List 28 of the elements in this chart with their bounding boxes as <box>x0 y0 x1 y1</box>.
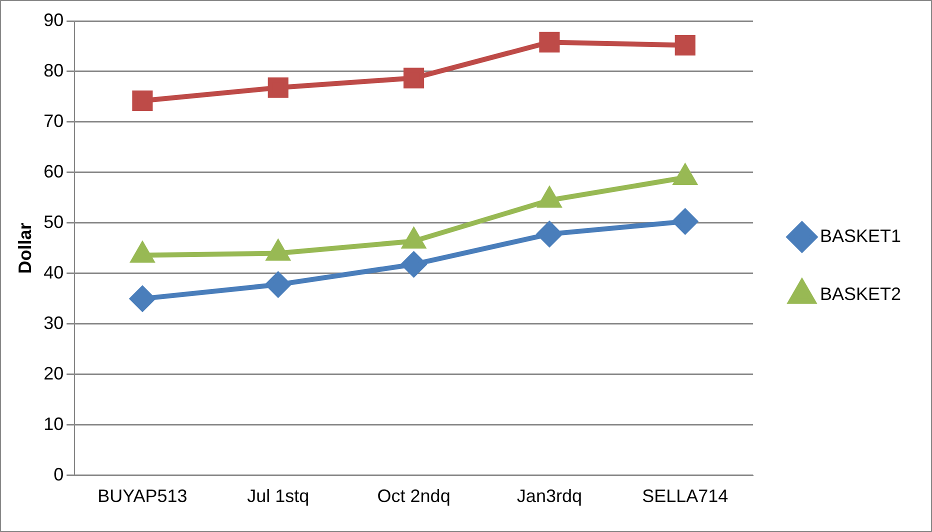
x-tick-label: Jan3rdq <box>516 486 582 506</box>
y-tick-label: 40 <box>44 262 64 282</box>
x-tick-label: SELLA714 <box>642 486 728 506</box>
y-tick-label: 30 <box>44 312 64 333</box>
point <box>132 90 153 112</box>
y-tick-label: 0 <box>54 464 64 484</box>
point <box>539 32 560 52</box>
y-tick-label: 50 <box>44 212 64 232</box>
y-tick-label: 60 <box>44 161 64 182</box>
y-tick-label: 90 <box>44 10 64 30</box>
point <box>672 208 698 234</box>
y-tick-label: 80 <box>44 60 64 80</box>
y-tick-label: 20 <box>44 363 64 384</box>
point <box>268 77 288 98</box>
y-axis-title: Dollar <box>14 222 35 274</box>
point <box>401 252 426 277</box>
point <box>536 222 562 247</box>
legend-label: BASKET2 <box>820 284 902 304</box>
point <box>130 286 155 312</box>
y-tick-label: 70 <box>44 110 64 131</box>
point <box>404 68 424 88</box>
y-tick-label: 10 <box>44 414 64 434</box>
point <box>266 272 291 298</box>
x-tick-label: BUYAP513 <box>98 486 188 506</box>
x-tick-label: Jul 1stq <box>247 486 310 506</box>
x-tick-label: Oct 2ndq <box>377 486 450 506</box>
point <box>674 34 696 56</box>
legend-label: BASKET1 <box>820 226 902 246</box>
